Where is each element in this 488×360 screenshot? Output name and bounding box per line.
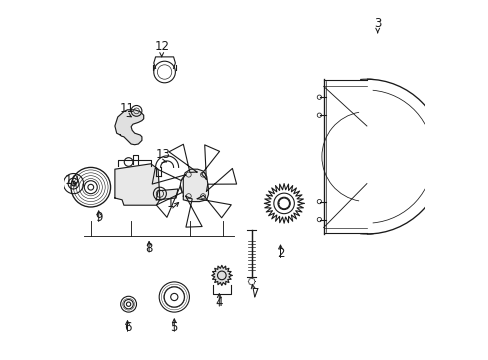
Text: 9: 9 (95, 211, 102, 224)
Text: 7: 7 (251, 287, 259, 300)
Polygon shape (115, 164, 160, 205)
Text: 12: 12 (154, 40, 169, 53)
Text: 3: 3 (373, 17, 381, 30)
Polygon shape (183, 169, 208, 202)
Text: 6: 6 (123, 321, 131, 334)
Text: 11: 11 (120, 102, 135, 114)
Text: 1: 1 (166, 197, 174, 210)
Text: 2: 2 (276, 247, 284, 260)
Text: 8: 8 (145, 242, 152, 255)
Text: 4: 4 (215, 296, 223, 309)
Polygon shape (156, 189, 178, 200)
Text: 5: 5 (170, 321, 178, 334)
Polygon shape (211, 265, 231, 285)
Text: 13: 13 (156, 148, 171, 161)
Polygon shape (115, 110, 143, 145)
Text: 10: 10 (65, 174, 80, 186)
